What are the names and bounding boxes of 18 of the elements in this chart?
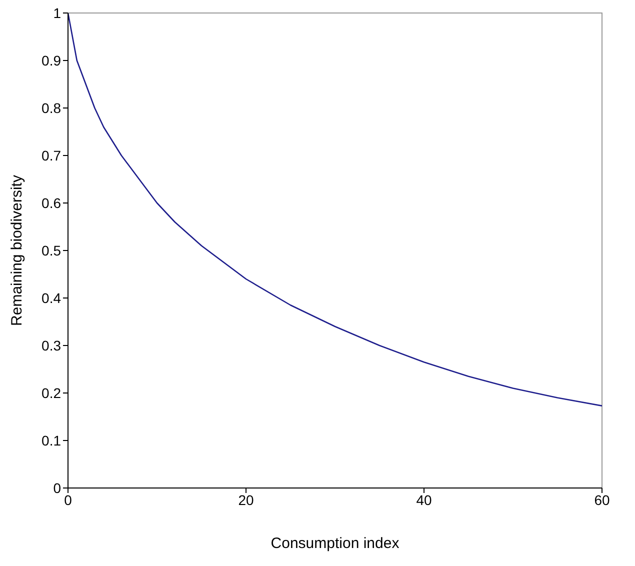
y-tick-label: 0 [53, 480, 62, 496]
line-series [68, 13, 602, 406]
x-tick-label: 20 [238, 492, 254, 508]
x-tick-label: 0 [64, 492, 72, 508]
x-tick-label: 60 [594, 492, 610, 508]
y-tick-label: 0.7 [42, 147, 62, 164]
y-axis-title: Remaining biodiversity [8, 174, 26, 326]
y-tick-label: 0.8 [42, 100, 62, 116]
x-tick-label: 40 [416, 492, 432, 508]
y-tick-label: 0.6 [42, 194, 62, 211]
y-tick-label: 0.9 [42, 52, 62, 68]
y-tick-label: 0.3 [42, 337, 62, 354]
y-tick-label: 0.5 [42, 242, 62, 258]
y-tick-label: 0.4 [42, 290, 62, 306]
x-axis-title: Consumption index [270, 535, 400, 552]
y-tick-label: 0.1 [42, 432, 62, 448]
y-tick-label: 1 [53, 4, 62, 21]
y-tick-label: 0.2 [42, 384, 62, 401]
